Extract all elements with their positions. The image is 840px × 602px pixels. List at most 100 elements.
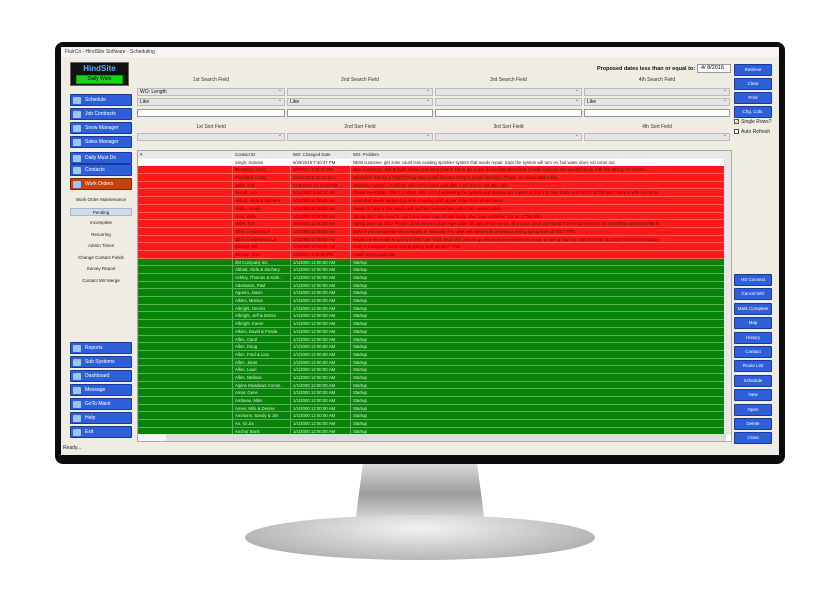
table-row[interactable]: Abbott, Alida & Zachary 1/1/2000 12:00:00… [138, 266, 731, 274]
column-header-contact-id[interactable]: Contact ID [233, 151, 291, 158]
search-operator-select[interactable]: Like [137, 97, 285, 106]
sidebar-item-sales-manager[interactable]: Sales Manager [70, 136, 132, 148]
table-row[interactable]: Ambeau, Mike 1/1/2000 12:00:00 AM Startup [138, 397, 731, 405]
chg-cols-button[interactable]: Chg. Cols. [734, 106, 772, 118]
table-row[interactable]: Olbin Credit Union La. 1/1/2000 12:00:00 … [138, 235, 731, 244]
table-row[interactable]: Ackley, Thomas & Kath.. 1/1/2000 12:00:00… [138, 274, 731, 282]
table-row[interactable]: Miller, Tom 1/1/2000 12:00:00 AM Spring St… [138, 220, 731, 228]
table-row[interactable]: Ammons, Sandy & Jim 1/1/2000 12:00:00 AM S… [138, 412, 731, 421]
vertical-scrollbar[interactable] [724, 151, 731, 435]
sidebar-item-exit[interactable]: Exit [70, 426, 132, 438]
mark-complete-button[interactable]: Mark Complete [734, 302, 772, 315]
table-row[interactable]: Amar, Gene 1/1/2000 12:00:00 AM Startup [138, 389, 731, 397]
sidebar-item-help[interactable]: Help [70, 412, 132, 424]
table-row[interactable]: Alkins, David & Freida 1/1/2000 12:00:00 … [138, 327, 731, 336]
table-row[interactable]: Allen, Lauri 1/1/2000 12:00:00 AM Startup [138, 366, 731, 374]
checkbox-box[interactable]: ✓ [734, 119, 739, 125]
sidebar-item-message[interactable]: Message [70, 384, 132, 396]
history-button[interactable]: History [734, 331, 772, 344]
table-row[interactable]: Halla, Annalei 1/1/2000 12:00:00 AM Needs … [138, 204, 731, 213]
table-row[interactable]: Alpine Meadows Comm.. 1/1/2000 12:00:00 A… [138, 381, 731, 390]
map-button[interactable]: Map [734, 317, 772, 330]
table-row[interactable]: Aikins, Monica 1/1/2000 12:00:00 AM Startu… [138, 297, 731, 305]
sort-field-select[interactable] [584, 132, 730, 141]
horizontal-scrollbar[interactable] [138, 434, 726, 441]
column-header-wo-changed-date[interactable]: WO: Changed Date [291, 151, 351, 158]
submenu-admin-times[interactable]: Admin Times [87, 243, 114, 248]
table-row[interactable]: Hunt, Willie 1/1/2000 12:00:00 AM Spring 2… [138, 212, 731, 221]
table-row[interactable]: Elledge, Bill 1/1/2000 12:00:00 AM Leak in… [138, 243, 731, 251]
table-row[interactable]: Ames, Milo & Denise 1/1/2000 12:00:00 AM S… [138, 404, 731, 413]
checkbox-box[interactable] [734, 129, 739, 135]
search-operator-select[interactable] [435, 97, 582, 106]
search-value-input[interactable] [137, 109, 285, 117]
proposed-date-picker[interactable]: 4/ 8/2016 [697, 64, 731, 73]
route-list-button[interactable]: Route List [734, 360, 772, 373]
sidebar-item-job-contracts[interactable]: Job Contracts [70, 108, 132, 120]
table-row[interactable]: Adelmann, Paul 1/1/2000 12:00:00 AM Startu… [138, 281, 731, 290]
table-row[interactable]: 2M Company Inc. 1/1/2000 12:00:00 AM Start… [138, 258, 731, 267]
submenu-pending[interactable]: Pending [70, 207, 132, 216]
retrieve-button[interactable]: Retrieve [734, 64, 772, 76]
daily-work-badge[interactable]: Daily Work [76, 75, 123, 84]
search-field-select[interactable] [435, 87, 582, 96]
table-row[interactable]: Olbin Credit Union 1/1/2000 12:00:00 AM Zo… [138, 227, 731, 236]
table-row[interactable]: Abbott, Alida & Zachary 1/1/2000 12:00:00… [138, 197, 731, 205]
search-value-input[interactable] [287, 109, 433, 117]
column-header-wo-problem[interactable]: WO: Problem [351, 151, 726, 158]
sort-field-select[interactable] [435, 132, 582, 141]
table-row[interactable]: Albright, Jeff & Debra 1/1/2000 12:00:00 … [138, 312, 731, 321]
schedule-button[interactable]: Schedule [734, 374, 772, 387]
close-button[interactable]: Close [734, 432, 772, 445]
contact-button[interactable]: Contact [734, 346, 772, 358]
table-row[interactable]: Wendt, Lori 2/14/2017 9:34:37 AM Phase Pal… [138, 189, 731, 198]
search-operator-select[interactable]: Like [287, 97, 433, 106]
delete-button[interactable]: Delete [734, 418, 772, 430]
search-field-select[interactable]: WO: Length [137, 87, 285, 96]
sidebar-item-dashboard[interactable]: Dashboard [70, 370, 132, 382]
table-row[interactable]: Benzon, Don 2/9/2017 4:33:54 PM Finish wir… [138, 250, 731, 259]
submenu-recurring[interactable]: Recurring [91, 231, 111, 237]
checkbox-auto-refresh[interactable]: Auto Refresh [734, 129, 770, 135]
search-value-input[interactable] [584, 109, 730, 117]
sidebar-item-snow-manager[interactable]: Snow Manager [70, 122, 132, 134]
submenu-survey-report[interactable]: Survey Report [86, 266, 116, 271]
table-row[interactable]: Allen, Doug 1/1/2000 12:00:00 AM Startup [138, 343, 731, 351]
search-field-select[interactable] [584, 87, 730, 96]
submenu-incomplete[interactable]: Incomplete [89, 220, 112, 225]
table-row[interactable]: An, Gi Jia 1/1/2000 12:00:00 AM Startup [138, 420, 731, 428]
table-row[interactable]: Allen, Janet 1/1/2000 12:00:00 AM Startup [138, 358, 731, 367]
search-field-select[interactable] [287, 87, 433, 96]
sidebar-item-sub-systems[interactable]: Sub Systems [70, 356, 132, 368]
table-row[interactable]: Albright, Karen 1/1/2000 12:00:00 AM Start… [138, 320, 731, 328]
sidebar-item-daily-must-do[interactable]: Daily Must Do [70, 152, 132, 164]
sort-field-select[interactable] [137, 132, 285, 141]
table-row[interactable]: Allen, Carol 1/1/2000 12:00:00 AM Startup [138, 335, 731, 344]
table-row[interactable]: Allen, Fred & Lisa 1/1/2000 12:00:00 AM St… [138, 350, 731, 359]
clear-button[interactable]: Clear [734, 78, 772, 90]
table-row[interactable]: Albright, Dennis 1/1/2000 12:00:00 AM Star… [138, 304, 731, 313]
table-row[interactable]: Allen, Melissa 1/1/2000 12:00:00 AM Startu… [138, 373, 731, 382]
open-button[interactable]: Open [734, 403, 772, 416]
sort-field-select[interactable] [287, 132, 433, 141]
hs-connect-button[interactable]: HS Connect [734, 274, 772, 286]
table-row[interactable]: Singh, Satnam 9/29/2015 7:40:47 PM NEW cus… [138, 158, 731, 167]
column-header-[interactable]: # [138, 151, 233, 158]
sidebar-item-work-orders[interactable]: Work Orders [70, 178, 132, 190]
new-button[interactable]: New [734, 389, 772, 402]
search-operator-select[interactable]: Like [584, 97, 730, 106]
table-row[interactable]: Friedland, Cathy 11/10/2016 11:12:34 A Win… [138, 174, 731, 182]
table-row[interactable]: Miller, Carl 11/8/2016 12:19:28 PM Winteri… [138, 181, 731, 190]
table-row[interactable]: Aguero, Jason 1/1/2000 12:00:00 AM Startup [138, 289, 731, 298]
sidebar-item-contacts[interactable]: Contacts [70, 164, 132, 176]
cancel-wo-button[interactable]: Cancel WO [734, 288, 772, 301]
submenu-change-contact-fields[interactable]: Change Contact Fields [78, 254, 124, 260]
table-row[interactable]: Bendtsen, Chris 2/9/2017 4:20:23 PM New Cu… [138, 166, 731, 175]
submenu-contact-ms-merge[interactable]: Contact MS Merge [82, 277, 120, 283]
sidebar-item-reports[interactable]: Reports [70, 342, 132, 354]
checkbox-single-rows[interactable]: ✓ Single Rows? [734, 119, 772, 125]
sidebar-item-schedule[interactable]: Schedule [70, 94, 132, 106]
sidebar-item-goto-maint[interactable]: GoTo Maint [70, 398, 132, 410]
print-button[interactable]: Print [734, 92, 772, 104]
search-value-input[interactable] [435, 109, 582, 117]
